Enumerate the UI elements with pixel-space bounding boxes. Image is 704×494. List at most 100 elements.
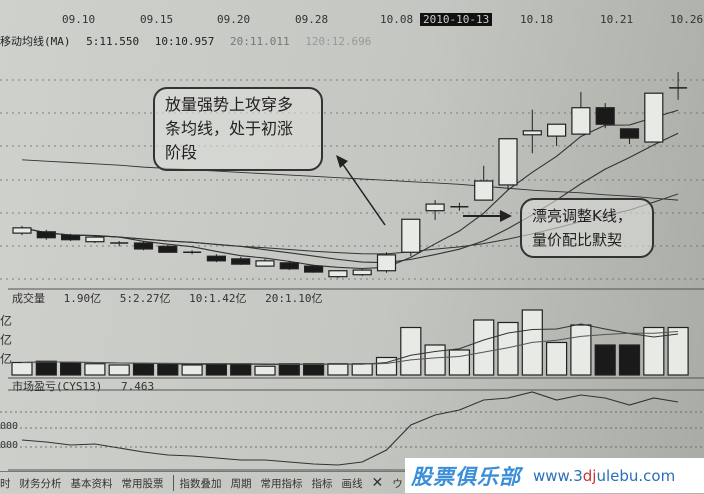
- watermark-url: www.3djulebu.com: [533, 466, 676, 485]
- volume-legend: 成交量 1.90亿 5:2.27亿 10:1.42亿 20:1.10亿: [12, 290, 334, 306]
- volume-bar: [594, 344, 616, 376]
- annotation-line: 阶段: [165, 143, 198, 162]
- ma-legend: 移动均线(MA) 5:11.550 10:10.957 20:11.011 12…: [0, 33, 380, 49]
- volume-ma5: 5:2.27亿: [119, 292, 171, 305]
- candle-down: [279, 262, 299, 270]
- ma20-value: 20:11.011: [229, 35, 290, 48]
- date-tick: 09.28: [295, 13, 329, 26]
- annotation-line: 条均线，处于初涨: [165, 119, 294, 138]
- close-icon[interactable]: ✕: [371, 475, 384, 491]
- candle-down: [595, 107, 615, 125]
- candle-down: [206, 255, 226, 262]
- tab-draw-lines[interactable]: 画线: [341, 477, 363, 490]
- tab-index-overlay[interactable]: 指数叠加: [179, 477, 222, 490]
- tab-more[interactable]: ウ: [392, 477, 403, 490]
- volume-bar: [497, 321, 519, 376]
- arrow-head-icon: [336, 155, 348, 168]
- cys-line: [21, 391, 679, 466]
- candle-up: [255, 260, 275, 267]
- annotation-breakout: 放量强势上攻穿多 条均线，处于初涨 阶段: [153, 87, 323, 171]
- candle-up: [546, 123, 567, 137]
- candle-down: [60, 234, 81, 241]
- volume-current: 1.90亿: [63, 292, 102, 305]
- annotation-line: 放量强势上攻穿多: [165, 95, 294, 114]
- volume-axis-label: 亿: [0, 333, 13, 347]
- date-tick: 10.08: [380, 13, 414, 26]
- tab-time[interactable]: 时: [0, 477, 11, 490]
- candle-down: [36, 231, 56, 239]
- candle-up: [498, 138, 518, 186]
- volume-bar: [570, 324, 592, 376]
- volume-bar: [35, 360, 57, 376]
- volume-bar: [132, 363, 155, 376]
- volume-bar: [205, 363, 227, 376]
- cys-value: 7.463: [120, 380, 155, 393]
- selected-date[interactable]: 2010-10-13: [420, 13, 493, 26]
- volume-bar: [278, 363, 300, 376]
- ma120-value: 120:12.696: [305, 35, 372, 48]
- annotation-adjustment: 漂亮调整K线， 量价配比默契: [520, 198, 654, 258]
- tab-indicators[interactable]: 指标: [311, 477, 333, 490]
- candle-up: [522, 130, 542, 136]
- candle-down: [133, 242, 154, 250]
- volume-bar: [59, 361, 82, 376]
- ma10-value: 10:10.957: [154, 35, 215, 48]
- volume-bar: [84, 363, 106, 376]
- volume-bar: [108, 364, 130, 376]
- volume-bar: [667, 326, 689, 376]
- volume-axis-label: 亿: [0, 352, 13, 366]
- tab-common-indicators[interactable]: 常用指标: [260, 477, 303, 490]
- volume-ma20: 20:1.10亿: [265, 292, 323, 305]
- bottom-tab-bar: 时 财务分析 基本资料 常用股票 指数叠加 周期 常用指标 指标 画线 ✕ ウ: [0, 471, 704, 494]
- volume-bar: [618, 344, 641, 376]
- volume-bar: [545, 341, 568, 376]
- date-tick: 10.21: [600, 13, 634, 26]
- annotation-line: 漂亮调整K线，: [532, 207, 632, 225]
- volume-bar: [400, 326, 422, 376]
- cys-legend: 市场盈亏(CYS13) 7.463: [12, 378, 166, 394]
- volume-axis-label: 亿: [0, 314, 13, 328]
- volume-bar: [375, 356, 398, 376]
- ma120-line: [21, 159, 679, 201]
- cys-title: 市场盈亏(CYS13): [12, 380, 103, 393]
- candle-down: [304, 265, 324, 273]
- tab-financial-analysis[interactable]: 财务分析: [19, 477, 62, 490]
- candle-down: [619, 128, 640, 139]
- tab-basic-info[interactable]: 基本资料: [70, 477, 113, 490]
- candle-up: [644, 92, 664, 143]
- volume-ma10-line: [21, 331, 679, 365]
- candle-down: [158, 245, 178, 253]
- date-tick: 10.18: [520, 13, 554, 26]
- candle-up: [376, 254, 397, 272]
- volume-bar: [181, 364, 203, 376]
- candle-up: [474, 180, 494, 201]
- tab-common-stocks[interactable]: 常用股票: [121, 477, 164, 490]
- volume-bar: [303, 363, 325, 376]
- date-tick: 09.20: [217, 13, 251, 26]
- volume-bar: [327, 363, 349, 376]
- volume-bar: [351, 363, 373, 376]
- volume-bar: [424, 344, 446, 376]
- cys-axis-label: 000: [0, 440, 19, 451]
- volume-bar: [473, 319, 495, 376]
- annotation-line: 量价配比默契: [532, 231, 623, 249]
- arrow-head-icon: [500, 210, 512, 222]
- tab-period[interactable]: 周期: [230, 477, 252, 490]
- volume-bar: [643, 326, 665, 376]
- candle-down: [231, 258, 251, 265]
- volume-title: 成交量: [12, 292, 45, 305]
- watermark: 股票俱乐部 www.3djulebu.com: [405, 458, 704, 493]
- tab-divider: [172, 475, 174, 491]
- volume-bar: [11, 361, 33, 376]
- arrow-line: [341, 162, 386, 226]
- ma-title: 移动均线(MA): [0, 35, 71, 48]
- cys-axis-label: 000: [0, 421, 19, 432]
- candle-up: [571, 107, 591, 135]
- candle-up: [401, 218, 421, 253]
- candle-up: [85, 236, 105, 243]
- volume-bar: [157, 363, 179, 376]
- date-tick: 09.10: [62, 13, 96, 26]
- candle-up: [328, 270, 348, 278]
- candle-up: [425, 203, 445, 212]
